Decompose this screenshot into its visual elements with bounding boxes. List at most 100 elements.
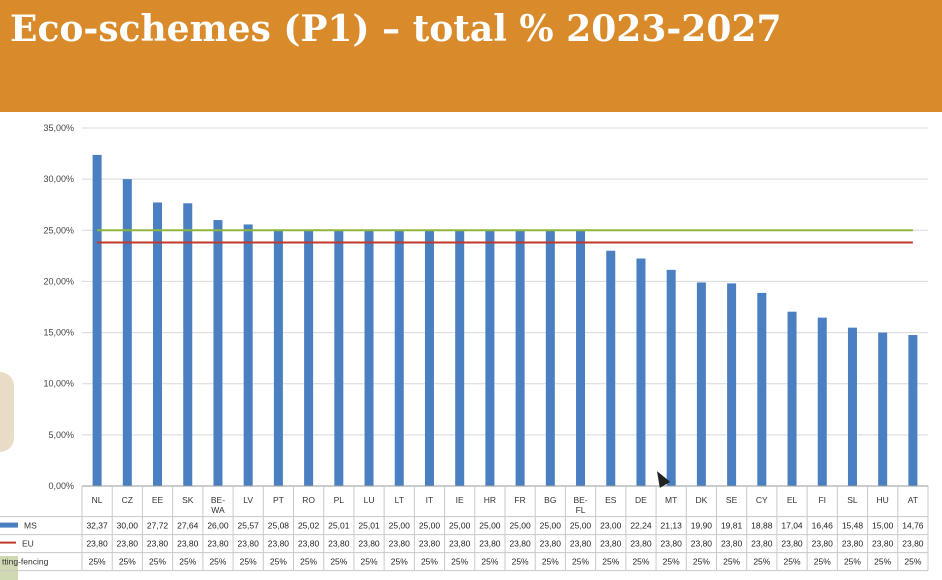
y-tick-label: 30,00%: [43, 174, 74, 184]
bar: [606, 250, 616, 486]
bar: [153, 202, 163, 487]
data-label: 22,24: [630, 521, 652, 531]
data-label: 23,80: [207, 539, 229, 549]
bar: [424, 230, 434, 486]
x-tick-label: LU: [364, 495, 375, 505]
x-tick-label: PL: [334, 495, 345, 505]
data-label: 32,37: [86, 521, 108, 531]
data-label: 25,00: [540, 521, 562, 531]
data-label: 25%: [89, 557, 106, 567]
y-tick-label: 0,00%: [48, 481, 74, 491]
data-label: 25%: [361, 557, 378, 567]
data-label: 23,80: [509, 539, 531, 549]
data-label: 23,80: [449, 539, 471, 549]
data-label: 23,80: [238, 539, 260, 549]
data-label: 23,80: [842, 539, 864, 549]
data-label: 19,81: [721, 521, 743, 531]
bar: [696, 282, 706, 486]
x-tick-label: PT: [273, 495, 284, 505]
data-label: 25%: [572, 557, 589, 567]
data-label: 25%: [270, 557, 287, 567]
data-label: 23,80: [691, 539, 713, 549]
data-label: 19,90: [691, 521, 713, 531]
slide-header: Eco-schemes (P1) – total % 2023-2027: [0, 0, 942, 112]
data-label: 25,00: [570, 521, 592, 531]
data-label: 27,72: [147, 521, 169, 531]
data-label: 25%: [602, 557, 619, 567]
x-tick-label: AT: [908, 495, 918, 505]
data-label: 25%: [300, 557, 317, 567]
x-tick-label: MT: [665, 495, 677, 505]
bar: [576, 230, 586, 486]
data-label: 25%: [784, 557, 801, 567]
data-label: 25%: [179, 557, 196, 567]
data-label: 25,00: [479, 521, 501, 531]
x-tick-label: EL: [787, 495, 798, 505]
data-label: 25%: [330, 557, 347, 567]
data-label: 25,00: [389, 521, 411, 531]
data-label: 25%: [874, 557, 891, 567]
bar: [364, 230, 374, 486]
data-label: 23,80: [630, 539, 652, 549]
x-tick-label: DK: [695, 495, 707, 505]
data-label: 23,80: [751, 539, 773, 549]
x-tick-label: HR: [484, 495, 496, 505]
decorative-image-edge: [0, 372, 14, 452]
data-label: 25%: [904, 557, 921, 567]
data-label: 25,02: [298, 521, 320, 531]
bar: [122, 179, 132, 486]
bar: [394, 230, 404, 486]
bar: [817, 317, 827, 486]
bar: [878, 332, 888, 486]
y-tick-label: 25,00%: [43, 225, 74, 235]
data-label: 25,00: [509, 521, 531, 531]
bar: [515, 230, 525, 486]
y-tick-label: 10,00%: [43, 379, 74, 389]
x-tick-label: SL: [847, 495, 858, 505]
x-tick-label: BE-FL: [573, 495, 587, 515]
data-label: 23,80: [781, 539, 803, 549]
bar: [183, 203, 193, 486]
x-tick-label: NL: [92, 495, 103, 505]
data-label: 23,80: [268, 539, 290, 549]
data-label: 27,64: [177, 521, 199, 531]
x-tick-label: LV: [243, 495, 253, 505]
data-label: 23,80: [570, 539, 592, 549]
data-label: 25%: [632, 557, 649, 567]
data-label: 23,80: [812, 539, 834, 549]
data-label: 25%: [209, 557, 226, 567]
data-label: 15,00: [872, 521, 894, 531]
data-label: 26,00: [207, 521, 229, 531]
bar: [92, 154, 102, 487]
y-tick-label: 20,00%: [43, 276, 74, 286]
data-label: 25%: [663, 557, 680, 567]
data-label: 30,00: [117, 521, 139, 531]
bar: [304, 230, 314, 486]
eco-schemes-chart: 0,00% 5,00% 10,00% 15,00% 20,00% 25,00% 30,00%…: [0, 123, 929, 572]
data-label: 23,80: [298, 539, 320, 549]
data-label: 25%: [119, 557, 136, 567]
x-tick-label: ES: [605, 495, 617, 505]
y-tick-label: 35,00%: [43, 123, 74, 133]
bar: [787, 311, 797, 486]
data-label: 25%: [512, 557, 529, 567]
x-tick-label: DE: [635, 495, 647, 505]
x-tick-label: BE-WA: [211, 495, 225, 515]
bar: [727, 283, 737, 486]
bar: [545, 230, 555, 486]
x-tick-label: IT: [426, 495, 434, 505]
bar: [636, 258, 646, 486]
bar: [213, 220, 223, 487]
bar: [455, 230, 465, 486]
data-label: 25%: [723, 557, 740, 567]
data-label: 25%: [149, 557, 166, 567]
slide-title: Eco-schemes (P1) – total % 2023-2027: [10, 8, 782, 50]
x-tick-label: HU: [877, 495, 889, 505]
x-tick-label: IE: [456, 495, 464, 505]
legend-key-ms: [0, 522, 18, 528]
x-tick-label: FI: [818, 495, 826, 505]
data-label: 23,80: [661, 539, 683, 549]
data-label: 23,80: [479, 539, 501, 549]
data-label: 25%: [451, 557, 468, 567]
x-tick-label: RO: [302, 495, 315, 505]
